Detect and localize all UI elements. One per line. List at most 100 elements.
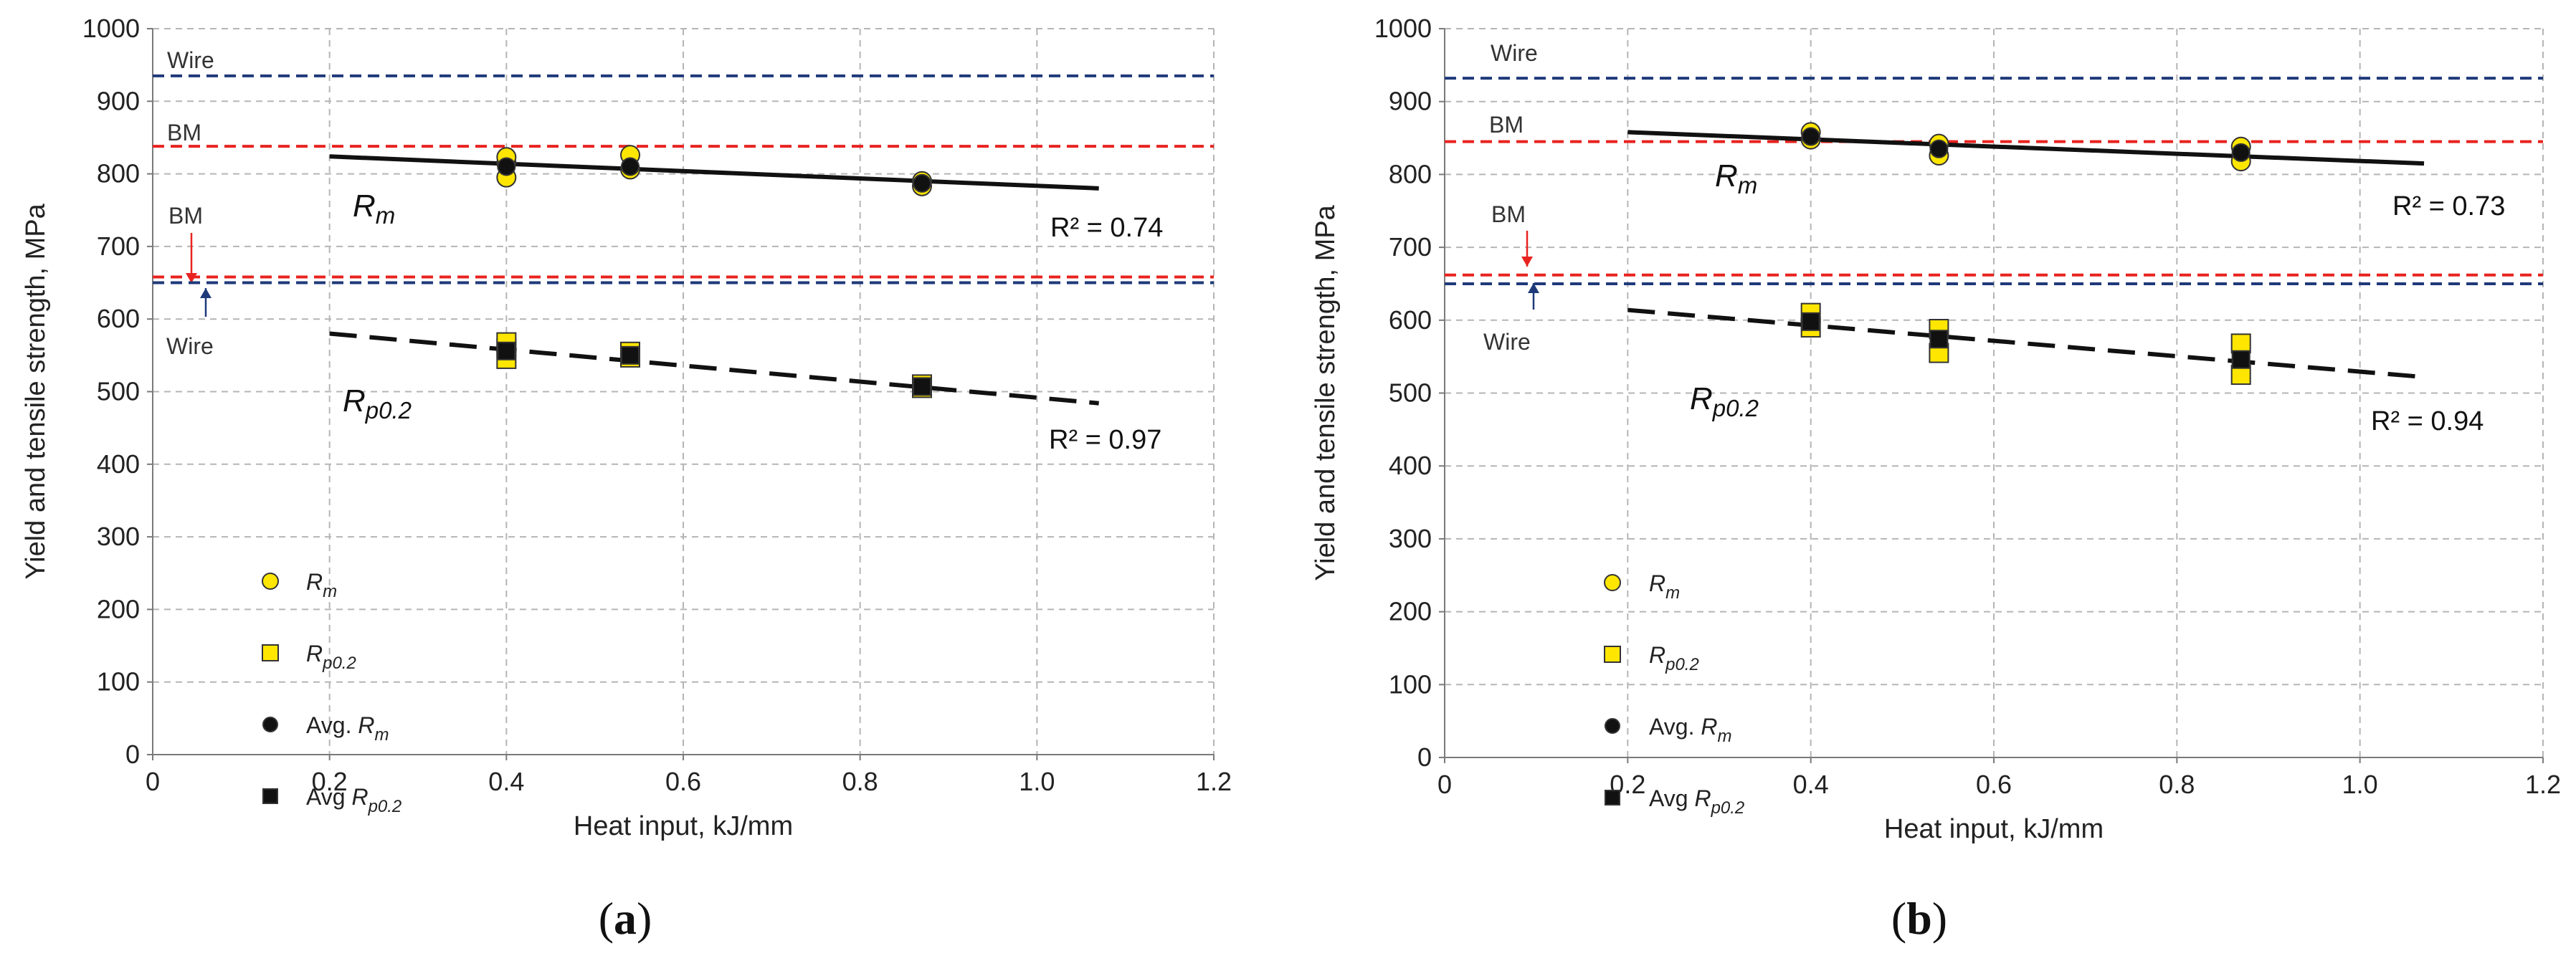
legend-marker [1605, 718, 1620, 734]
y-tick-label: 600 [97, 304, 140, 333]
y-axis-title: Yield and tensile strength, MPa [1311, 204, 1341, 580]
y-tick-label: 700 [1389, 232, 1432, 262]
x-axis-title: Heat input, kJ/mm [1884, 814, 2104, 844]
ref-label-wire: Wire [1483, 329, 1531, 355]
point-avg-rp0-2 [621, 345, 640, 365]
ref-label-bm: BM [1489, 112, 1524, 138]
ref-label-bm: BM [1491, 201, 1526, 227]
y-tick-label: 300 [1389, 524, 1432, 553]
x-axis-title: Heat input, kJ/mm [574, 811, 793, 841]
y-tick-label: 1000 [82, 14, 140, 43]
x-tick-label: 0.6 [1976, 770, 2012, 799]
y-tick-label: 800 [97, 159, 140, 188]
point-avg-rm [2231, 143, 2251, 162]
legend-label: Avg. Rm [1649, 714, 1731, 746]
point-avg-rm [621, 157, 640, 176]
legend-marker [262, 717, 278, 732]
r2-label-rp02: R² = 0.97 [1049, 425, 1161, 455]
point-avg-rp0-2 [1801, 312, 1820, 331]
legend-label: Avg Rp0.2 [1649, 785, 1744, 818]
point-avg-rm [497, 157, 516, 176]
point-avg-rm [1801, 127, 1820, 146]
legend-label: Rp0.2 [1649, 642, 1699, 674]
x-tick-label: 1.2 [2525, 770, 2561, 799]
y-tick-label: 600 [1389, 305, 1432, 335]
legend-marker [262, 573, 279, 590]
y-axis-title: Yield and tensile strength, MPa [21, 203, 51, 579]
trendline-rp02 [329, 331, 1099, 406]
y-tick-label: 500 [1389, 378, 1432, 408]
y-tick-label: 400 [1389, 451, 1432, 480]
trendline-rm [329, 154, 1099, 191]
point-rp0-2 [2230, 333, 2251, 354]
ref-arrow-head [200, 288, 212, 298]
legend-label: Avg Rp0.2 [306, 784, 401, 816]
r2-label-rp02: R² = 0.94 [2371, 406, 2484, 436]
x-tick-label: 0 [1437, 770, 1452, 799]
ref-label-wire: Wire [167, 47, 214, 73]
y-tick-label: 700 [97, 231, 140, 261]
legend-marker [262, 644, 279, 661]
y-tick-label: 0 [125, 740, 140, 769]
legend-marker [1604, 574, 1621, 591]
y-tick-label: 1000 [1374, 14, 1432, 43]
subfigure-label: (a) [599, 893, 652, 944]
ref-label-wire: Wire [1491, 40, 1538, 66]
r2-label-rm: R² = 0.74 [1050, 213, 1163, 243]
r2-label-rm: R² = 0.73 [2392, 191, 2505, 221]
legend: Rm Rp0.2 Avg. Rm Avg Rp0.2 [1604, 570, 1744, 818]
y-tick-label: 500 [97, 377, 140, 406]
point-avg-rp0-2 [913, 377, 931, 396]
y-tick-label: 900 [1389, 87, 1432, 116]
legend-marker [262, 788, 278, 804]
y-tick-label: 100 [97, 667, 140, 697]
x-tick-label: 0.6 [665, 767, 701, 796]
ref-arrow-head [1521, 257, 1533, 267]
ref-arrow-head [186, 273, 197, 283]
legend-label: Rp0.2 [306, 641, 356, 673]
series-label-rp02: Rp0.2 [343, 383, 412, 424]
y-tick-label: 800 [1389, 159, 1432, 188]
x-tick-label: 1.0 [2342, 770, 2378, 799]
trendline-rm [1627, 130, 2425, 166]
panel-b: 0 100 200 300 400 500 600 700 800 900 1000 0 0.2 0.4 0… [1288, 0, 2576, 961]
y-tick-label: 200 [97, 594, 140, 623]
grid [153, 28, 1215, 755]
y-tick-label: 300 [97, 522, 140, 551]
subfigure-label: (b) [1891, 893, 1947, 944]
y-tick-label: 200 [1389, 597, 1432, 626]
ref-label-bm: BM [167, 120, 201, 145]
y-tick-label: 900 [97, 86, 140, 115]
point-avg-rp0-2 [2231, 350, 2251, 369]
legend: Rm Rp0.2 Avg. Rm Avg Rp0.2 [262, 569, 401, 816]
y-tick-label: 400 [97, 449, 140, 479]
x-tick-label: 0.4 [1793, 770, 1829, 799]
y-tick-label: 0 [1417, 742, 1432, 772]
legend-label: Avg. Rm [306, 712, 389, 745]
point-avg-rm [1929, 139, 1949, 158]
point-avg-rp0-2 [1929, 330, 1949, 349]
legend-label: Rm [306, 569, 337, 601]
x-tick-label: 0.8 [842, 767, 878, 796]
x-tick-label: 0.2 [312, 767, 348, 796]
legend-label: Rm [1649, 570, 1680, 603]
panel-a: 0 100 200 300 400 500 600 700 800 900 1000 0 0.2 0.4 0… [21, 14, 1232, 944]
ref-label-wire: Wire [166, 333, 214, 359]
legend-marker [1604, 646, 1621, 663]
series-label-rm: Rm [1715, 158, 1757, 199]
x-tick-label: 1.0 [1019, 767, 1055, 796]
point-avg-rp0-2 [497, 341, 516, 360]
series-label-rp02: Rp0.2 [1690, 381, 1759, 421]
series-label-rm: Rm [353, 188, 395, 229]
legend-marker [1605, 790, 1620, 805]
x-tick-label: 0.4 [488, 767, 524, 796]
chart-a: 0 100 200 300 400 500 600 700 800 900 1000 0 0.2 0.4 0… [21, 14, 1232, 944]
x-tick-label: 1.2 [1196, 767, 1232, 796]
trendline-rp02 [1627, 307, 2425, 380]
x-tick-label: 0.8 [2159, 770, 2195, 799]
ref-arrow-head [1528, 283, 1539, 293]
point-avg-rm [913, 173, 931, 193]
x-tick-label: 0 [146, 767, 160, 796]
y-tick-label: 100 [1389, 669, 1432, 699]
